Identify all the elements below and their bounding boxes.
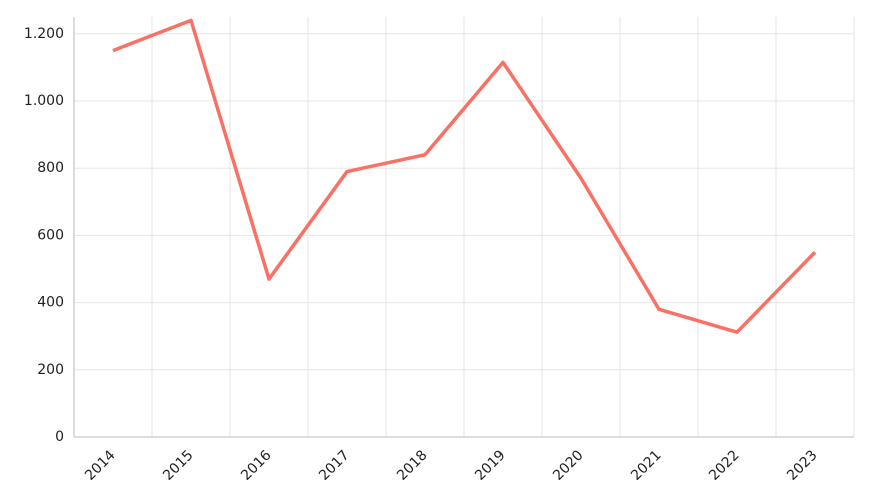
x-tick-label: 2019 [472, 447, 509, 484]
y-tick-label: 0 [55, 429, 64, 445]
y-tick-label: 1.200 [24, 26, 64, 42]
x-tick-label: 2014 [82, 447, 119, 484]
y-tick-label: 1.000 [24, 93, 64, 109]
x-tick-label: 2015 [160, 447, 197, 484]
y-tick-label: 800 [37, 160, 64, 176]
x-tick-label: 2023 [784, 447, 821, 484]
y-tick-label: 200 [37, 362, 64, 378]
y-tick-label: 600 [37, 227, 64, 243]
x-tick-label: 2016 [238, 447, 275, 484]
x-tick-label: 2022 [706, 447, 743, 484]
x-tick-label: 2017 [316, 447, 353, 484]
y-tick-label: 400 [37, 295, 64, 311]
x-tick-label: 2018 [394, 447, 431, 484]
x-tick-label: 2020 [550, 447, 587, 484]
series-line [112, 18, 817, 334]
x-tick-label: 2021 [628, 447, 665, 484]
